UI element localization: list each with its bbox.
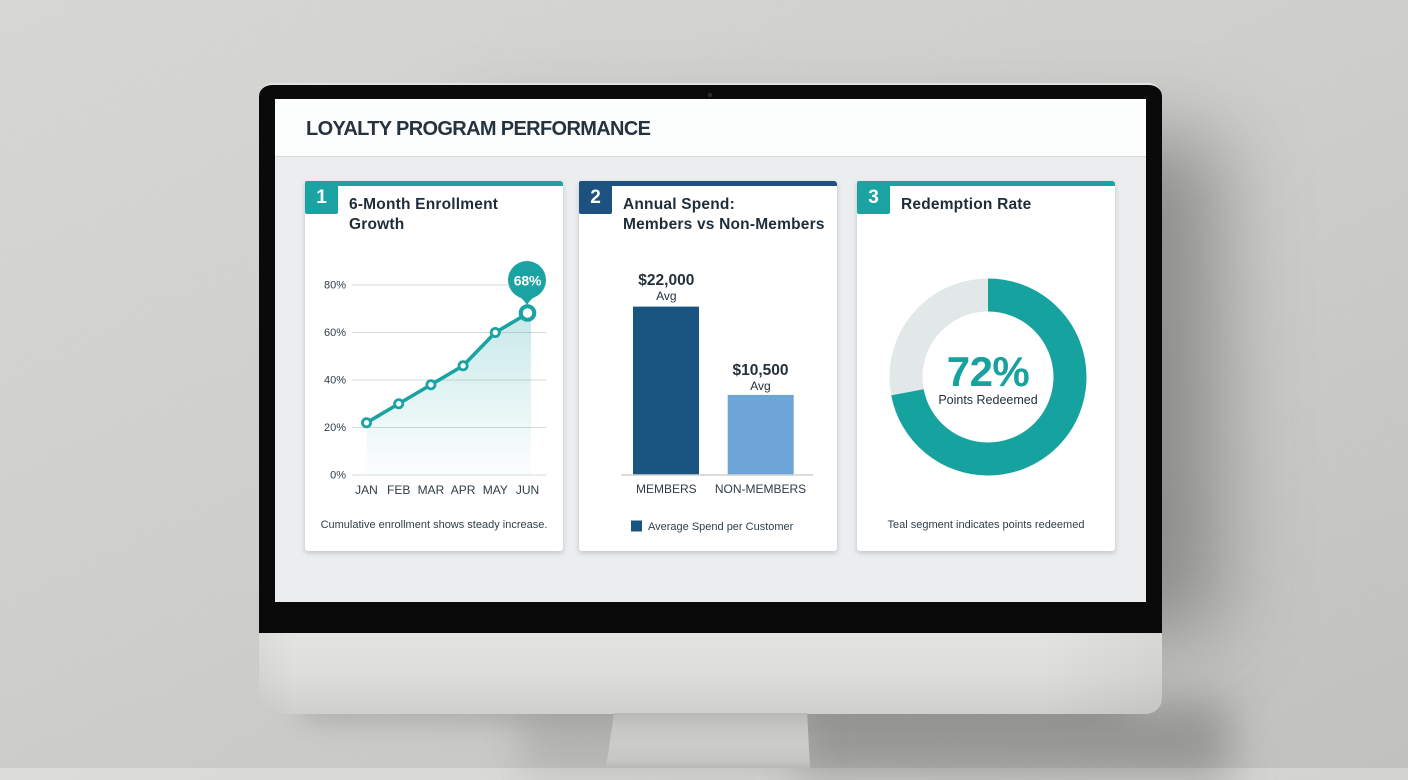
svg-text:FEB: FEB bbox=[387, 483, 410, 497]
svg-text:MAY: MAY bbox=[483, 483, 508, 497]
svg-text:NON-MEMBERS: NON-MEMBERS bbox=[715, 482, 806, 496]
svg-text:MAR: MAR bbox=[418, 483, 445, 497]
svg-text:$22,000: $22,000 bbox=[638, 272, 694, 289]
svg-text:APR: APR bbox=[451, 483, 476, 497]
svg-text:72%: 72% bbox=[947, 348, 1030, 395]
svg-text:Avg: Avg bbox=[750, 379, 770, 393]
svg-text:Points Redeemed: Points Redeemed bbox=[938, 393, 1037, 407]
svg-text:80%: 80% bbox=[324, 280, 346, 292]
svg-text:Average Spend per Customer: Average Spend per Customer bbox=[648, 521, 794, 533]
svg-text:60%: 60% bbox=[324, 327, 346, 339]
svg-text:MEMBERS: MEMBERS bbox=[636, 482, 697, 496]
svg-text:JAN: JAN bbox=[355, 483, 378, 497]
svg-text:40%: 40% bbox=[324, 375, 346, 387]
svg-text:0%: 0% bbox=[330, 470, 346, 482]
svg-text:68%: 68% bbox=[514, 273, 542, 289]
svg-text:20%: 20% bbox=[324, 422, 346, 434]
svg-text:Avg: Avg bbox=[656, 289, 676, 303]
svg-text:$10,500: $10,500 bbox=[732, 362, 788, 379]
svg-text:JUN: JUN bbox=[516, 483, 539, 497]
